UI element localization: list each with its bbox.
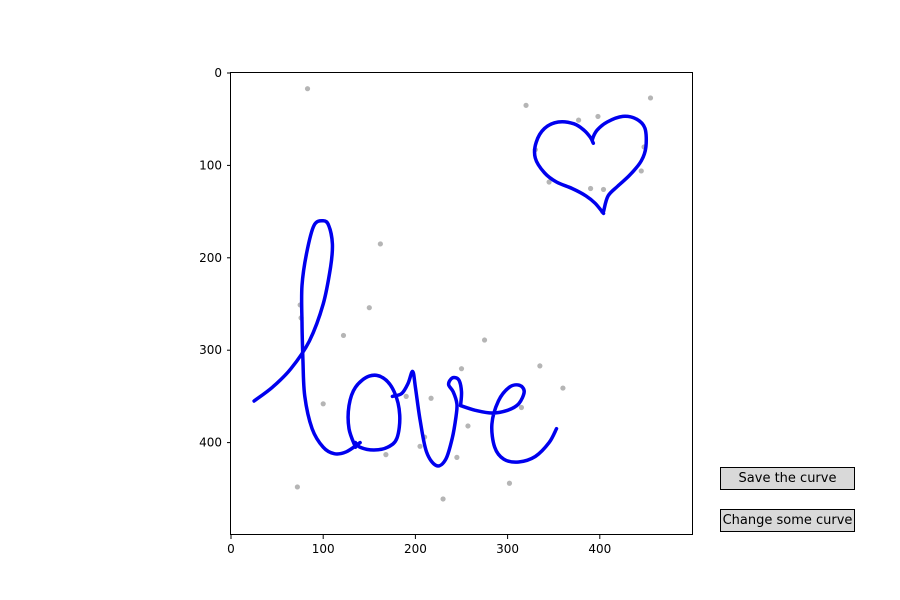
control-point[interactable]: [638, 168, 644, 174]
control-point[interactable]: [600, 186, 607, 193]
control-point[interactable]: [647, 95, 654, 101]
control-point[interactable]: [506, 480, 513, 486]
control-point[interactable]: [465, 423, 471, 429]
curve-line[interactable]: [458, 383, 559, 464]
control-point[interactable]: [340, 332, 347, 339]
control-point[interactable]: [587, 185, 594, 192]
control-point[interactable]: [304, 86, 311, 92]
x-tick-label: 100: [312, 542, 335, 556]
control-point[interactable]: [595, 113, 601, 120]
control-point[interactable]: [294, 484, 300, 490]
curve-line[interactable]: [390, 369, 464, 468]
control-point[interactable]: [366, 305, 372, 311]
x-tick-label: 200: [404, 542, 427, 556]
control-point[interactable]: [518, 404, 525, 411]
y-tick-label: 300: [199, 343, 222, 357]
control-point[interactable]: [575, 117, 582, 123]
control-point[interactable]: [440, 496, 446, 502]
x-tick-label: 300: [496, 542, 519, 556]
curve-line[interactable]: [252, 219, 362, 456]
curve-line[interactable]: [532, 114, 649, 216]
control-point[interactable]: [403, 393, 409, 399]
y-tick-label: 0: [214, 66, 222, 80]
control-point[interactable]: [383, 452, 389, 458]
control-point[interactable]: [458, 366, 465, 372]
control-point[interactable]: [417, 443, 423, 449]
y-tick-label: 100: [199, 158, 222, 172]
y-axis: 0 100 200 300 400: [199, 66, 231, 450]
y-tick-label: 200: [199, 251, 222, 265]
plot-area[interactable]: [230, 72, 693, 535]
control-point[interactable]: [454, 454, 460, 460]
x-tick-label: 0: [227, 542, 235, 556]
control-point[interactable]: [320, 401, 326, 407]
curve-lines[interactable]: [252, 114, 649, 468]
curve-line[interactable]: [346, 373, 402, 452]
change-curve-button[interactable]: Change some curve: [720, 509, 855, 532]
control-point[interactable]: [546, 179, 552, 185]
control-point[interactable]: [560, 385, 566, 391]
control-point[interactable]: [523, 102, 529, 108]
x-axis: 0 100 200 300 400: [227, 535, 611, 556]
control-point[interactable]: [537, 363, 543, 369]
save-curve-button[interactable]: Save the curve: [720, 467, 855, 490]
control-point[interactable]: [481, 337, 488, 343]
x-tick-label: 400: [588, 542, 611, 556]
y-tick-label: 400: [199, 436, 222, 450]
control-point[interactable]: [377, 241, 383, 247]
control-point[interactable]: [428, 395, 434, 401]
